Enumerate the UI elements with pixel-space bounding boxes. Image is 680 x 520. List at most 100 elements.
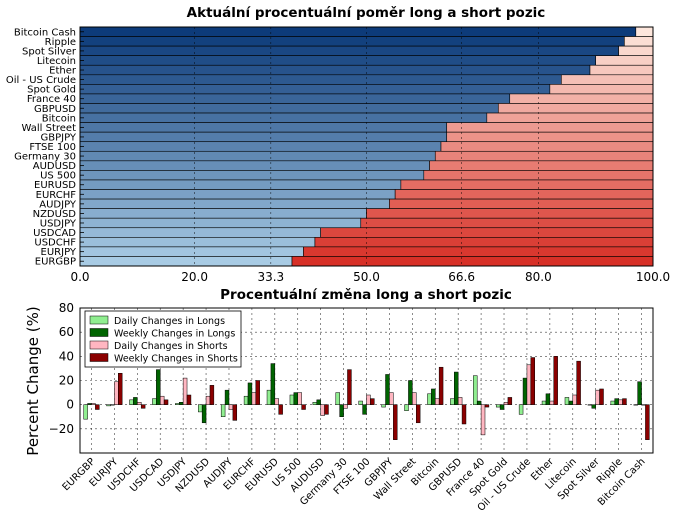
- y-tick-label: 60: [59, 325, 74, 339]
- long-bar: [79, 141, 442, 152]
- change-bar: [438, 366, 444, 405]
- legend-swatch: [89, 353, 109, 362]
- short-bar: [303, 246, 654, 257]
- change-bar: [476, 400, 482, 405]
- change-bar: [435, 398, 440, 405]
- change-bar: [186, 394, 192, 405]
- short-bar: [635, 26, 654, 37]
- change-bar: [370, 398, 375, 405]
- change-bar: [316, 399, 321, 405]
- y-tick-label: AUDJPY: [39, 199, 77, 210]
- x-tick-label: 66.6: [448, 270, 475, 284]
- change-bar: [503, 402, 509, 405]
- bottom-chart-legend: Daily Changes in Longs Weekly Changes in …: [84, 310, 242, 368]
- y-tick-label: EURCHF: [36, 190, 77, 201]
- change-bar: [255, 380, 260, 405]
- bottom-chart-xticks: EURGBPEURJPYUSDCHFUSDCADUSDJPYNZDUSDAUDJ…: [61, 456, 648, 514]
- change-bar: [610, 400, 615, 405]
- y-tick-label: Bitcoin Cash: [14, 27, 76, 38]
- change-bar: [637, 381, 642, 405]
- legend-box: [84, 310, 242, 368]
- x-tick-label: 50.0: [353, 270, 380, 284]
- change-bar: [270, 363, 276, 405]
- short-bar: [446, 122, 654, 133]
- y-tick-label: FTSE 100: [29, 142, 76, 153]
- change-bar: [110, 404, 115, 406]
- change-bar: [129, 399, 134, 405]
- short-bar: [314, 237, 654, 248]
- top-chart-xticks: 0.0 20.0 33.3 50.0 66.6 80.0 100.0: [70, 270, 670, 284]
- change-bar: [224, 389, 230, 405]
- change-bar: [522, 377, 528, 405]
- change-bar: [404, 404, 409, 411]
- legend-label: Daily Changes in Longs: [114, 316, 225, 327]
- change-bar: [347, 369, 352, 405]
- change-bar: [220, 404, 226, 417]
- bottom-chart-title: Procentuální změna long a short pozic: [220, 287, 512, 303]
- change-bar: [408, 380, 413, 405]
- short-bar: [486, 112, 654, 123]
- change-bar: [297, 392, 302, 405]
- y-tick-label: Germany 30: [14, 152, 76, 163]
- change-bar: [541, 400, 547, 405]
- change-bar: [457, 397, 463, 405]
- change-bar: [526, 364, 532, 405]
- y-tick-label: EURUSD: [34, 180, 76, 191]
- long-bar: [79, 217, 362, 229]
- change-bar: [198, 404, 203, 413]
- y-tick-label: −20: [49, 422, 74, 436]
- short-bar: [366, 208, 654, 219]
- y-tick-label: Spot Gold: [27, 85, 76, 96]
- y-tick-label: EURGBP: [35, 257, 76, 268]
- legend-swatch: [89, 340, 109, 350]
- change-bar: [549, 400, 555, 405]
- y-tick-label: US 500: [40, 171, 76, 182]
- change-bar: [175, 403, 180, 405]
- short-bar: [440, 141, 654, 152]
- long-bar: [79, 179, 402, 190]
- change-bar: [576, 360, 581, 405]
- change-bar: [335, 392, 340, 405]
- long-bar: [79, 26, 637, 37]
- long-bar: [79, 131, 448, 143]
- change-bar: [343, 404, 348, 409]
- y-tick-label: Oil - US Crude: [6, 75, 76, 86]
- legend-swatch: [89, 315, 109, 325]
- y-tick-label: Bitcoin: [42, 113, 76, 124]
- y-tick-label: EURJPY: [41, 247, 77, 258]
- short-bar: [497, 103, 654, 114]
- change-bar: [114, 381, 119, 405]
- x-tick-label: 20.0: [181, 270, 208, 284]
- long-bar: [79, 36, 625, 47]
- change-bar: [243, 395, 249, 405]
- short-bar: [360, 217, 654, 229]
- change-bar: [362, 404, 367, 415]
- change-bar: [599, 388, 604, 405]
- y-tick-label: Litecoin: [37, 56, 76, 67]
- change-bar: [83, 404, 88, 420]
- long-bar: [79, 208, 367, 219]
- change-bar: [591, 404, 596, 409]
- long-bar: [79, 122, 448, 133]
- change-bar: [140, 404, 146, 409]
- legend-swatch: [89, 328, 109, 337]
- change-bar: [480, 404, 486, 436]
- long-bar: [79, 256, 293, 267]
- y-tick-label: 80: [59, 301, 74, 315]
- change-bar: [553, 356, 558, 405]
- change-bar: [530, 357, 535, 405]
- long-bar: [79, 227, 321, 238]
- y-tick-label: Wall Street: [22, 123, 77, 134]
- bottom-chart: Procentuální změna long a short pozic 80…: [24, 287, 654, 514]
- change-bar: [427, 393, 432, 405]
- change-bar: [645, 404, 650, 440]
- y-tick-label: 0: [66, 398, 74, 412]
- bottom-chart-frame: [79, 307, 654, 454]
- change-bar: [247, 382, 253, 405]
- change-bar: [587, 404, 593, 406]
- long-bar: [79, 170, 425, 181]
- long-bar: [79, 45, 619, 56]
- y-tick-label: GBPUSD: [34, 104, 76, 115]
- change-bar: [251, 392, 257, 405]
- short-bar: [549, 84, 654, 95]
